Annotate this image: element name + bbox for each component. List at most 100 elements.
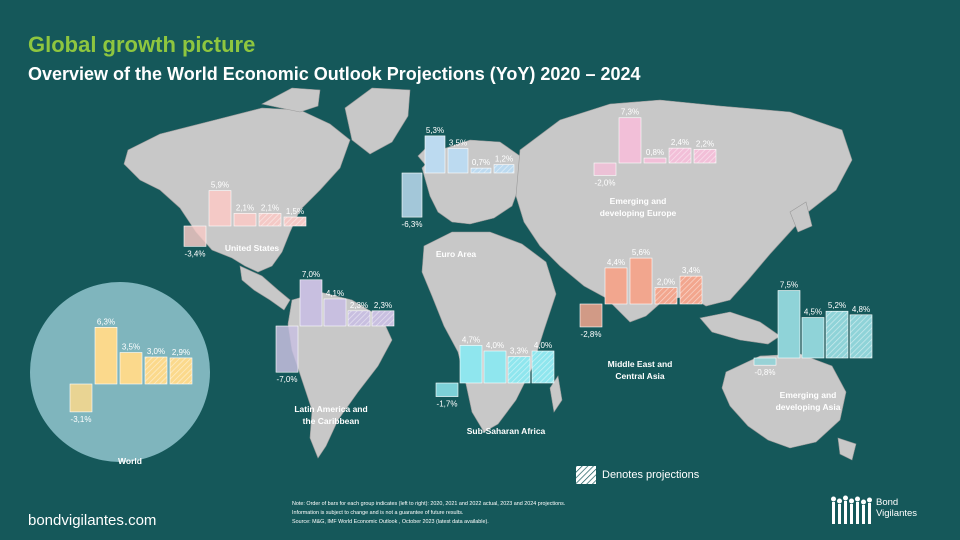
latin-america-and-the-caribbean-value-label-2: 7,0% <box>302 270 320 279</box>
footnotes: Note: Order of bars for each group indic… <box>292 500 565 527</box>
sub-saharan-africa-value-label-3: 4,0% <box>486 341 504 350</box>
latin-america-and-the-caribbean-bar-5-projection-hatch <box>372 310 394 326</box>
sub-saharan-africa-bar-4-projection-hatch <box>508 356 530 383</box>
projection-hatch-swatch <box>576 466 596 484</box>
footnote-source: Source: M&G, IMF World Economic Outlook … <box>292 519 489 525</box>
emerging-and-developing-asia-value-label-3: 4,5% <box>804 308 822 317</box>
world-value-label-3: 3,5% <box>122 343 140 352</box>
emerging-and-developing-europe-bar-group: -2,0% 7,3% 0,8% 2,4% 2,2% Emerging and develop… <box>593 108 717 218</box>
world-value-label-4: 3,0% <box>147 347 165 356</box>
emerging-and-developing-europe-group-label: Emerging and developing Europe <box>600 196 677 218</box>
page-subtitle: Overview of the World Economic Outlook P… <box>28 64 641 84</box>
united-states-value-label-4: 2,1% <box>261 203 279 212</box>
logo-line-1: Bond <box>876 497 899 508</box>
emerging-and-developing-asia-value-label-2: 7,5% <box>780 281 798 290</box>
euro-area-bar-3 <box>447 148 469 174</box>
sub-saharan-africa-bar-1 <box>435 382 459 397</box>
legend-label: Denotes projections <box>602 469 700 481</box>
euro-area-bar-2 <box>424 135 446 174</box>
euro-area-value-label-2: 5,3% <box>426 126 444 135</box>
emerging-and-developing-europe-value-label-3: 0,8% <box>646 148 664 157</box>
emerging-and-developing-europe-bar-3 <box>643 157 667 164</box>
euro-area-value-label-4: 0,7% <box>472 158 490 167</box>
euro-area-value-label-3: 3,5% <box>449 139 467 148</box>
emerging-and-developing-asia-bar-group: -0,8% 7,5% 4,5% 5,2% 4,8% Emerging and develop… <box>753 281 873 412</box>
united-states-value-label-1: -3,4% <box>185 249 206 258</box>
emerging-and-developing-asia-value-label-4: 5,2% <box>828 301 846 310</box>
latin-america-and-the-caribbean-bar-4-projection-hatch <box>348 310 370 326</box>
footnote-order: Note: Order of bars for each group indic… <box>292 501 566 507</box>
sub-saharan-africa-value-label-2: 4,7% <box>462 335 480 344</box>
united-states-bar-4-projection-hatch <box>259 213 281 226</box>
euro-area-bar-4-projection-hatch <box>471 168 491 173</box>
united-states-bar-5-projection-hatch <box>284 217 306 226</box>
united-states-bar-1 <box>183 225 207 247</box>
middle-east-and-central-asia-value-label-2: 4,4% <box>607 258 625 267</box>
emerging-and-developing-asia-bar-1 <box>753 357 777 366</box>
emerging-and-developing-asia-bar-2 <box>777 290 801 359</box>
emerging-and-developing-europe-bar-4-projection-hatch <box>669 148 691 163</box>
latin-america-and-the-caribbean-value-label-4: 2,3% <box>350 301 368 310</box>
latin-america-and-the-caribbean-value-label-1: -7,0% <box>277 375 298 384</box>
emerging-and-developing-europe-value-label-5: 2,2% <box>696 139 714 148</box>
emerging-and-developing-europe-value-label-4: 2,4% <box>671 138 689 147</box>
latin-america-and-the-caribbean-value-label-5: 2,3% <box>374 301 392 310</box>
emerging-and-developing-asia-group-label: Emerging and developing Asia <box>776 390 841 412</box>
world-value-label-2: 6,3% <box>97 317 115 326</box>
footnote-disclaimer: Information is subject to change and is … <box>292 510 464 516</box>
sub-saharan-africa-bar-2 <box>459 345 483 384</box>
middle-east-and-central-asia-bar-2 <box>604 267 628 305</box>
world-bar-3 <box>119 352 143 385</box>
middle-east-and-central-asia-bar-group: -2,8% 4,4% 5,6% 2,0% 3,4% Middle East and Cent… <box>579 248 703 381</box>
sub-saharan-africa-value-label-1: -1,7% <box>437 400 458 409</box>
middle-east-and-central-asia-value-label-4: 2,0% <box>657 278 675 287</box>
middle-east-and-central-asia-value-label-5: 3,4% <box>682 266 700 275</box>
latin-america-and-the-caribbean-bar-3 <box>323 298 347 327</box>
footer-url[interactable]: bondvigilantes.com <box>28 512 157 529</box>
united-states-value-label-5: 1,5% <box>286 207 304 216</box>
latin-america-and-the-caribbean-value-label-3: 4,1% <box>326 289 344 298</box>
euro-area-bar-1 <box>401 172 423 218</box>
euro-area-group-label: Euro Area <box>436 249 477 259</box>
latin-america-and-the-caribbean-bar-group: -7,0% 7,0% 4,1% 2,3% 2,3% Latin America and th… <box>275 270 395 426</box>
middle-east-and-central-asia-value-label-1: -2,8% <box>581 330 602 339</box>
world-value-label-1: -3,1% <box>71 415 92 424</box>
latin-america-and-the-caribbean-bar-2 <box>299 279 323 327</box>
emerging-and-developing-europe-bar-2 <box>618 117 642 164</box>
sub-saharan-africa-bar-3 <box>483 350 507 384</box>
sub-saharan-africa-value-label-4: 3,3% <box>510 347 528 356</box>
world-group-label: World <box>118 456 142 466</box>
sub-saharan-africa-value-label-5: 4,0% <box>534 341 552 350</box>
world-map-land <box>123 87 857 461</box>
world-bar-4-projection-hatch <box>145 357 167 384</box>
euro-area-bar-group: -6,3% 5,3% 3,5% 0,7% 1,2% Euro Area <box>401 126 515 259</box>
emerging-and-developing-asia-bar-4-projection-hatch <box>826 311 848 358</box>
middle-east-and-central-asia-group-label: Middle East and Central Asia <box>608 359 673 381</box>
sub-saharan-africa-bar-group: -1,7% 4,7% 4,0% 3,3% 4,0% Sub-Saharan Africa <box>435 335 555 436</box>
emerging-and-developing-europe-value-label-2: 7,3% <box>621 108 639 117</box>
latin-america-and-the-caribbean-bar-1 <box>275 325 299 373</box>
emerging-and-developing-asia-value-label-1: -0,8% <box>755 368 776 377</box>
world-value-label-5: 2,9% <box>172 348 190 357</box>
euro-area-bar-5-projection-hatch <box>494 164 514 173</box>
middle-east-and-central-asia-bar-1 <box>579 303 603 328</box>
united-states-bar-2 <box>208 190 232 227</box>
emerging-and-developing-asia-bar-3 <box>801 317 825 359</box>
bar-groups: -3,4% 5,9% 2,1% 2,1% 1,5% United States -6,3% 5… <box>69 108 873 466</box>
united-states-group-label: United States <box>225 243 280 253</box>
world-bar-5-projection-hatch <box>170 357 192 384</box>
middle-east-and-central-asia-bar-3 <box>629 257 653 305</box>
euro-area-value-label-1: -6,3% <box>402 220 423 229</box>
united-states-value-label-3: 2,1% <box>236 203 254 212</box>
united-states-value-label-2: 5,9% <box>211 181 229 190</box>
emerging-and-developing-europe-value-label-1: -2,0% <box>595 178 616 187</box>
world-bar-1 <box>69 383 93 413</box>
euro-area-value-label-5: 1,2% <box>495 155 513 164</box>
emerging-and-developing-europe-bar-5-projection-hatch <box>694 149 716 163</box>
world-bar-2 <box>94 326 118 385</box>
latin-america-and-the-caribbean-group-label: Latin America and the Caribbean <box>294 404 367 426</box>
page-title: Global growth picture <box>28 32 256 57</box>
sub-saharan-africa-bar-5-projection-hatch <box>532 351 554 383</box>
